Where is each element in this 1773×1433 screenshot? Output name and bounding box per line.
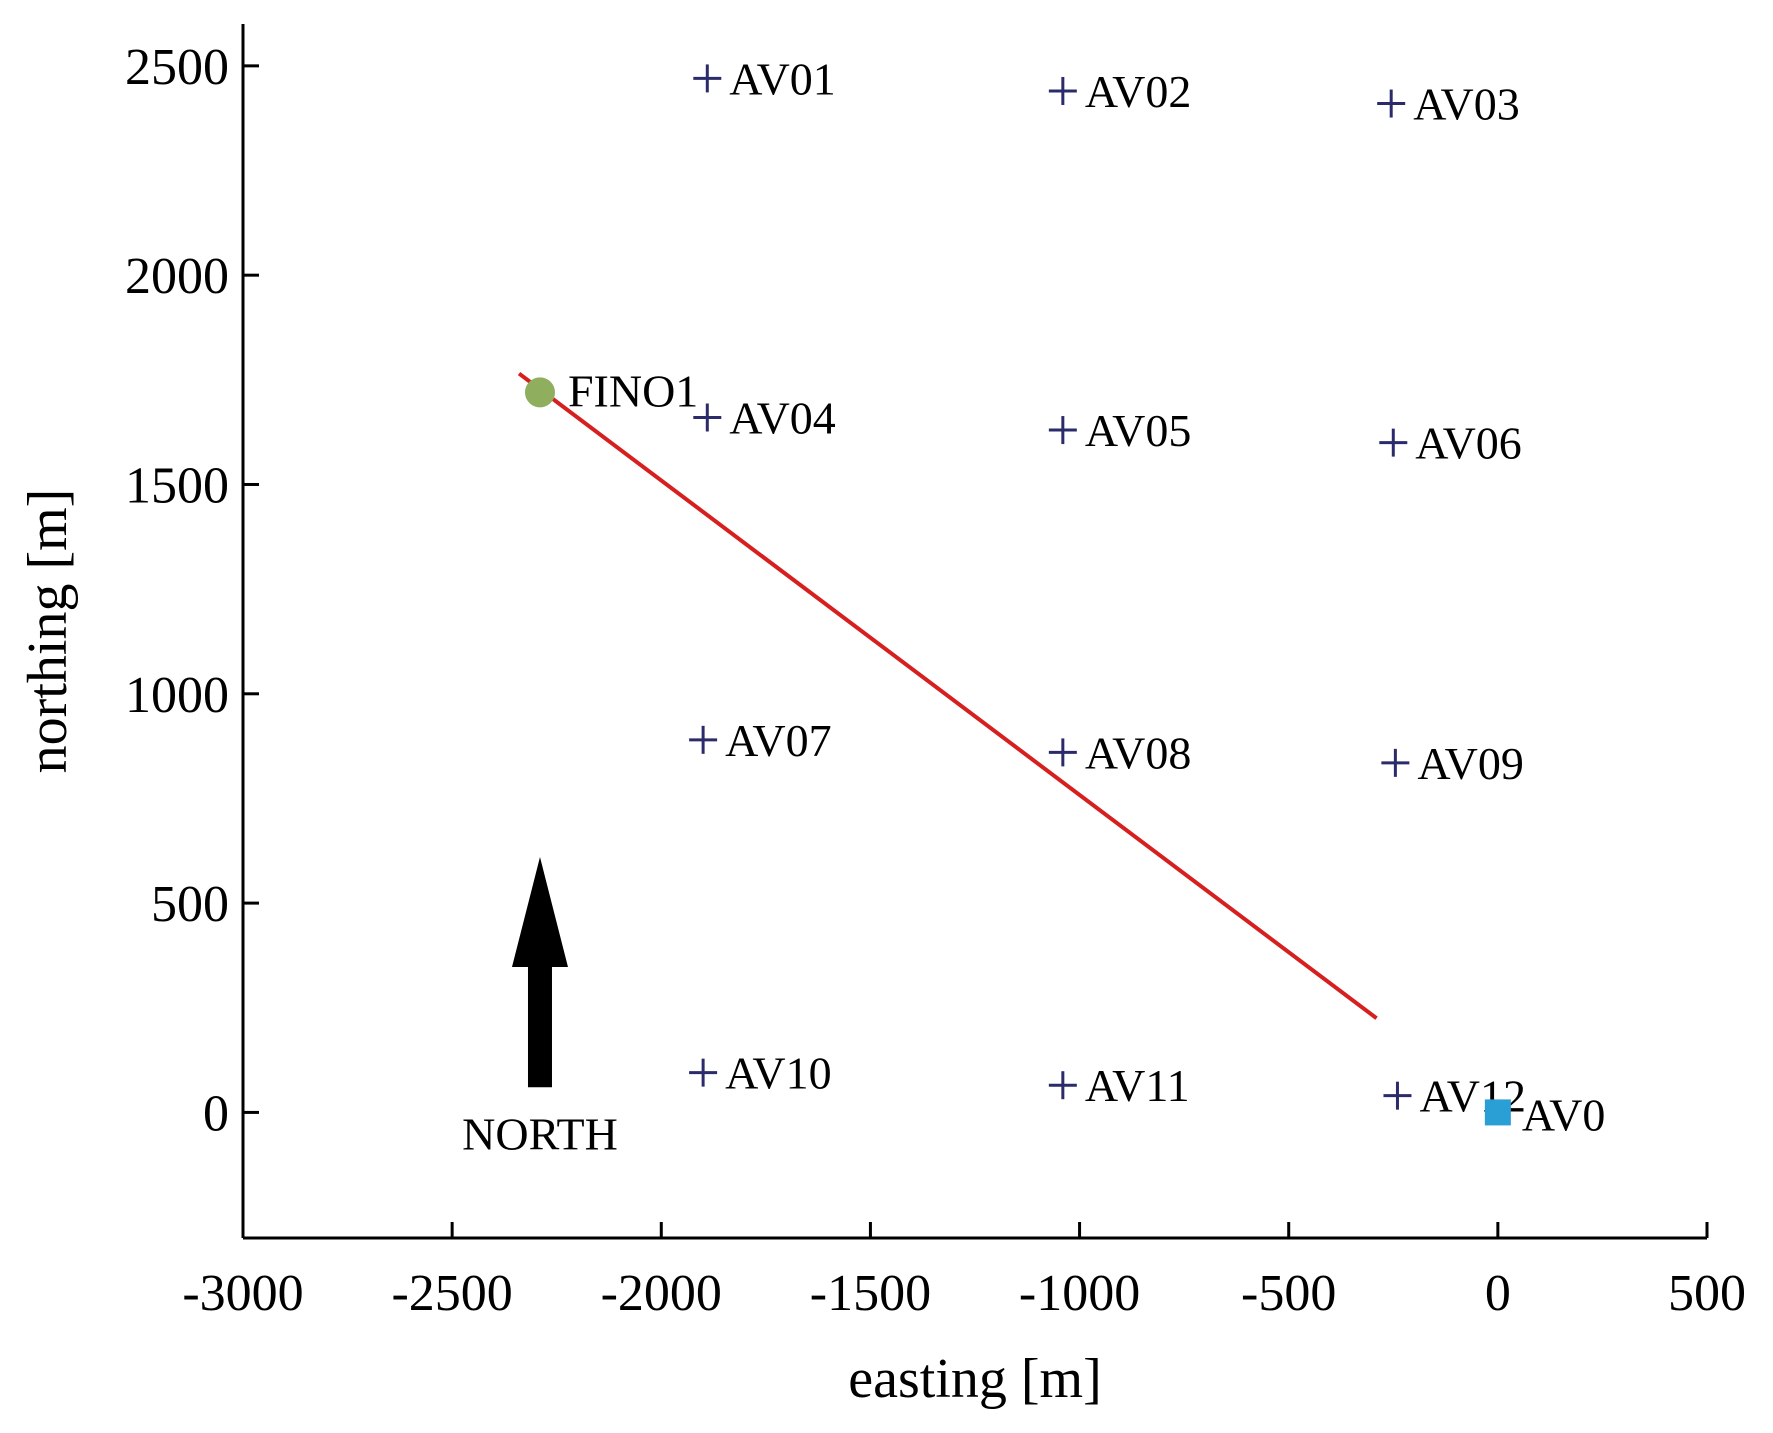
turbine-marker [689,725,718,754]
turbine-marker [1048,416,1077,445]
mast-marker [524,377,555,408]
x-axis-ticks: -3000 -2500 -2000 -1500 -1000 -500 0 500 [182,1222,1746,1322]
y-tick-label: 1500 [125,457,229,514]
y-tick-label: 2500 [125,39,229,96]
x-tick-label: -1000 [1019,1265,1140,1322]
north-arrow-icon [511,857,568,1088]
turbine-label: AV01 [729,53,836,104]
x-tick-label: 0 [1485,1265,1511,1322]
turbine-label: AV04 [729,393,836,444]
reference-point-label: AV0 [1522,1089,1606,1140]
turbine-marker [1381,748,1410,777]
turbine-label: AV08 [1085,727,1192,778]
turbine-marker [689,1058,718,1087]
mast-label: FINO1 [568,365,698,416]
reference-point-marker [1484,1099,1511,1126]
x-tick-label: 500 [1668,1265,1746,1322]
y-axis-title: northing [m] [17,489,79,774]
x-tick-label: -2000 [601,1265,722,1322]
x-axis-title: easting [m] [848,1348,1101,1410]
x-tick-label: -2500 [391,1265,512,1322]
plot-area: AV01 AV02 AV03 AV04 AV05 AV06 AV07 AV08 AV09 AV10… [462,53,1605,1159]
turbine-marker [1048,76,1077,105]
x-tick-label: -1500 [810,1265,931,1322]
y-tick-label: 2000 [125,248,229,305]
turbine-label: AV06 [1415,418,1522,469]
turbine-label: AV05 [1085,405,1192,456]
turbine-marker [693,64,722,93]
y-tick-label: 500 [151,876,229,933]
turbine-label: AV07 [725,715,832,766]
y-tick-label: 0 [203,1085,229,1142]
turbine-marker [1379,428,1408,457]
transect-line [517,371,1378,1020]
y-tick-label: 1000 [125,667,229,724]
turbine-marker [693,403,722,432]
turbine-marker [1048,738,1077,767]
turbine-label: AV02 [1085,66,1192,117]
turbine-label: AV10 [725,1048,832,1099]
x-tick-label: -3000 [182,1265,303,1322]
turbine-marker [1048,1071,1077,1100]
north-arrow-label: NORTH [462,1108,618,1159]
axes [241,24,1707,1240]
turbine-marker [1383,1081,1412,1110]
turbine-label: AV09 [1417,738,1524,789]
x-tick-label: -500 [1241,1265,1336,1322]
turbine-label: AV03 [1413,79,1520,130]
y-axis-ticks: 0 500 1000 1500 2000 2500 [125,39,259,1142]
turbine-label: AV11 [1085,1060,1190,1111]
turbine-marker [1377,89,1406,118]
